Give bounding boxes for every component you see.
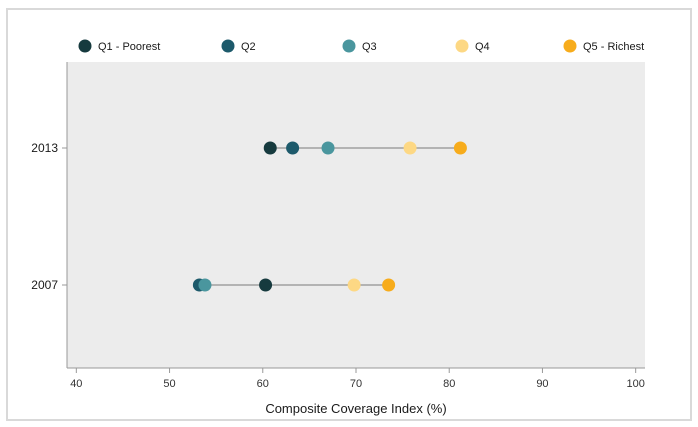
legend: Q1 - Poorest Q2 Q3 Q4 Q5 - Richest [78,39,644,53]
x-tick-label: 50 [163,378,175,390]
legend-label: Q5 - Richest [583,41,644,53]
data-point[interactable] [382,278,396,292]
data-point[interactable] [403,141,417,155]
x-tick-label: 60 [257,378,269,390]
y-category-label: 2007 [31,278,58,292]
y-category-label: 2013 [31,141,58,155]
x-tick-label: 100 [626,378,644,390]
legend-marker [342,39,356,53]
x-tick-label: 80 [443,378,455,390]
legend-marker [78,39,92,53]
data-points [192,141,467,292]
legend-label: Q3 [362,41,377,53]
legend-marker [455,39,469,53]
x-axis-title: Composite Coverage Index (%) [265,401,446,416]
legend-label: Q4 [475,41,490,53]
x-tick-label: 70 [350,378,362,390]
data-point[interactable] [198,278,212,292]
data-point[interactable] [321,141,335,155]
x-tick-label: 90 [536,378,548,390]
legend-label: Q1 - Poorest [98,41,160,53]
legend-marker [221,39,235,53]
data-point[interactable] [259,278,273,292]
legend-label: Q2 [241,41,256,53]
y-axis-categories: 2013 2007 [31,141,67,292]
data-point[interactable] [347,278,361,292]
data-point[interactable] [263,141,277,155]
data-point[interactable] [286,141,300,155]
x-axis-ticks: 40 50 60 70 80 90 100 [70,368,645,390]
data-point[interactable] [453,141,467,155]
x-tick-label: 40 [70,378,82,390]
plot-area [67,62,645,368]
legend-marker [563,39,577,53]
